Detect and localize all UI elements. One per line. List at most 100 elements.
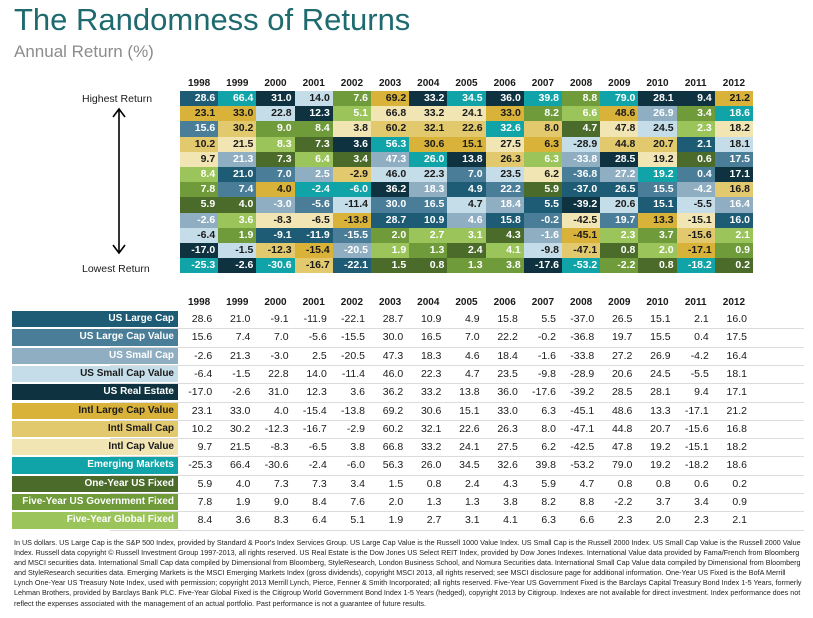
rank-cell-emerging-markets-2003: 56.3 [371,136,410,152]
table-cell-intl-small-cap-2007: 8.0 [541,422,556,435]
rank-cell-us-real-estate-2008: -39.2 [562,197,601,213]
table-cell-us-small-cap-2002: -20.5 [341,349,365,362]
table-cell-us-real-estate-1999: -2.6 [232,386,251,399]
table-cell-five-year-global-fixed-2001: 6.4 [312,514,327,527]
table-cell-intl-large-cap-value-1999: 33.0 [229,404,251,417]
table-cell-intl-small-cap-1999: 30.2 [229,422,251,435]
rank-cell-five-year-us-government-fixed-2006: 3.8 [485,258,524,274]
table-cell-one-year-us-fixed-2006: 4.3 [503,477,518,490]
rank-cell-us-large-cap-value-2010: 15.5 [638,182,677,198]
rank-cell-us-large-cap-value-2009: 19.7 [600,212,639,228]
rank-cell-us-small-cap-value-1999: -1.5 [218,243,257,259]
table-cell-us-small-cap-value-1998: -6.4 [194,367,213,380]
rank-cell-us-small-cap-1999: 21.3 [218,151,257,167]
row-divider [110,456,804,458]
table-cell-five-year-us-government-fixed-2005: 1.3 [464,496,480,508]
rank-cell-five-year-us-government-fixed-2000: 9.0 [256,121,295,137]
table-cell-us-real-estate-2004: 33.2 [420,386,442,399]
table-cell-us-small-cap-value-2001: 14.0 [306,367,327,380]
table-cell-intl-large-cap-value-2010: 13.3 [650,404,671,417]
lowest-return-label: Lowest Return [82,263,150,275]
table-cell-us-large-cap-2012: 16.0 [726,313,747,325]
table-cell-one-year-us-fixed-2012: 0.2 [732,477,747,490]
year-2012: 2012 [722,297,746,308]
year-2006: 2006 [493,297,516,308]
rank-cell-us-small-cap-2000: -3.0 [256,197,295,213]
table-cell-intl-small-cap-2011: -15.6 [684,422,709,435]
rank-cell-one-year-us-fixed-2009: 0.8 [600,243,639,259]
table-cell-emerging-markets-2005: 34.5 [459,459,480,472]
table-cell-five-year-global-fixed-2004: 2.7 [426,514,442,527]
table-cell-intl-small-cap-2006: 26.3 [497,422,518,435]
table-cell-us-small-cap-value-2010: 24.5 [650,367,671,380]
rank-cell-five-year-global-fixed-2004: 2.7 [409,227,448,243]
table-cell-intl-small-cap-2004: 32.1 [420,422,442,435]
table-cell-us-large-cap-2007: 5.5 [541,313,556,325]
rank-cell-us-real-estate-2007: -17.6 [523,258,562,274]
year-1999: 1999 [226,297,249,308]
rank-cell-intl-cap-value-2001: -6.5 [294,212,333,228]
table-cell-five-year-global-fixed-2006: 4.1 [503,514,518,527]
rank-cell-five-year-global-fixed-2002: 5.1 [332,106,371,122]
rank-cell-intl-small-cap-2001: -16.7 [294,258,333,274]
row-divider [110,328,804,330]
table-cell-five-year-us-government-fixed-2011: 3.4 [694,496,709,508]
table-cell-us-large-cap-value-2010: 15.5 [650,331,671,344]
rank-cell-one-year-us-fixed-2004: 0.8 [409,258,448,274]
table-cell-us-small-cap-2000: -3.0 [270,349,289,362]
rank-cell-intl-cap-value-1998: 9.7 [180,151,219,167]
table-cell-us-large-cap-1998: 28.6 [191,313,213,325]
table-cell-five-year-global-fixed-2012: 2.1 [732,514,747,527]
rank-cell-us-large-cap-1999: 21.0 [218,167,257,183]
rank-cell-emerging-markets-1998: -25.3 [180,258,219,274]
rank-cell-intl-large-cap-value-2011: -17.1 [676,243,715,259]
row-label-one-year-us-fixed: One-Year US Fixed [12,475,178,492]
rank-cell-five-year-us-government-fixed-2010: 3.7 [638,227,677,243]
rank-cell-us-large-cap-2012: 16.0 [714,212,753,228]
rank-cell-intl-cap-value-2000: -8.3 [256,212,295,228]
table-cell-intl-small-cap-2008: -47.1 [570,422,595,435]
rank-cell-five-year-us-government-fixed-2007: 8.2 [523,106,562,122]
table-cell-us-large-cap-2003: 28.7 [382,313,404,325]
rank-cell-us-large-cap-value-2012: 17.5 [714,151,753,167]
table-cell-intl-cap-value-2009: 47.8 [611,441,633,454]
footnote: In US dollars. US Large Cap is the S&P 5… [14,538,802,608]
year-2002: 2002 [340,78,364,89]
rank-cell-us-real-estate-2001: 12.3 [294,106,333,122]
rank-cell-five-year-us-government-fixed-2011: 3.4 [676,106,715,122]
table-cell-five-year-global-fixed-2005: 3.1 [464,514,480,527]
rank-cell-us-small-cap-2005: 4.6 [447,212,486,228]
rank-cell-us-real-estate-2009: 28.5 [600,151,639,167]
rank-cell-us-large-cap-2001: -11.9 [294,227,333,243]
table-cell-us-small-cap-2006: 18.4 [497,349,518,362]
rank-cell-intl-small-cap-2006: 26.3 [485,151,524,167]
rank-cell-emerging-markets-2007: 39.8 [523,91,562,107]
rank-cell-us-small-cap-value-2003: 46.0 [371,167,410,183]
rank-cell-us-small-cap-2004: 18.3 [409,182,448,198]
rank-cell-us-real-estate-1999: -2.6 [218,258,257,274]
rank-cell-five-year-us-government-fixed-1998: 7.8 [180,182,219,198]
table-cell-five-year-us-government-fixed-1998: 7.8 [197,496,213,508]
rank-cell-intl-cap-value-2003: 66.8 [371,106,410,122]
rank-cell-us-large-cap-2002: -22.1 [332,258,371,274]
rank-cell-five-year-us-government-fixed-2001: 8.4 [294,121,333,137]
table-cell-emerging-markets-2009: 79.0 [611,459,633,472]
table-cell-five-year-global-fixed-1998: 8.4 [197,514,213,527]
rank-cell-intl-large-cap-value-2009: 48.6 [600,106,639,122]
table-cell-intl-large-cap-value-1998: 23.1 [191,404,213,417]
row-label-us-real-estate: US Real Estate [12,384,178,401]
table-cell-five-year-us-government-fixed-2006: 3.8 [503,496,518,508]
rank-cell-emerging-markets-2000: -30.6 [256,258,295,274]
rank-cell-intl-large-cap-value-2004: 30.6 [409,136,448,152]
table-cell-us-small-cap-2009: 27.2 [611,349,633,362]
table-cell-us-large-cap-2004: 10.9 [420,313,442,325]
table-cell-one-year-us-fixed-2002: 3.4 [350,477,365,490]
rank-cell-intl-cap-value-2007: 6.2 [523,167,562,183]
rank-cell-us-real-estate-1998: -17.0 [180,243,219,259]
rank-cell-one-year-us-fixed-2001: 7.3 [294,136,333,152]
row-divider [110,346,804,348]
table-cell-intl-large-cap-value-2008: -45.1 [570,404,595,417]
table-cell-intl-small-cap-2003: 60.2 [382,422,404,435]
rank-cell-five-year-global-fixed-2011: 2.3 [676,121,715,137]
table-cell-intl-cap-value-2007: 6.2 [541,441,556,454]
